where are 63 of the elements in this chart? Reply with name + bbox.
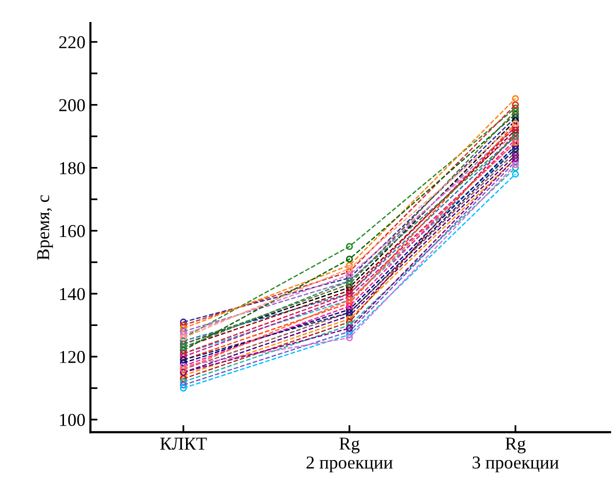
- point: [346, 322, 353, 329]
- point: [346, 280, 353, 288]
- point: [346, 328, 353, 335]
- point: [346, 306, 353, 313]
- point: [346, 268, 353, 276]
- point: [180, 331, 187, 338]
- point: [346, 256, 353, 263]
- point: [512, 136, 519, 143]
- y-tick-label: 180: [60, 162, 85, 174]
- point: [180, 375, 187, 382]
- point: [346, 315, 353, 322]
- point: [180, 359, 187, 366]
- point: [512, 170, 519, 178]
- point: [180, 346, 187, 354]
- y-axis-title: Время, с: [37, 195, 53, 260]
- point: [346, 262, 353, 269]
- point: [512, 148, 519, 156]
- point: [512, 95, 519, 102]
- point: [346, 287, 353, 294]
- point: [346, 318, 353, 326]
- point: [346, 243, 353, 250]
- point: [180, 337, 187, 344]
- y-tick-label: 100: [60, 414, 85, 426]
- point: [512, 152, 519, 159]
- point: [512, 104, 519, 112]
- point: [512, 158, 519, 165]
- point: [346, 302, 353, 310]
- point: [180, 324, 187, 332]
- point: [180, 318, 187, 326]
- y-tick-label: 140: [60, 288, 85, 300]
- y-tick-label: 160: [60, 225, 85, 238]
- point: [512, 110, 519, 118]
- y-tick-label: 200: [59, 99, 85, 112]
- point: [512, 117, 519, 124]
- point: [346, 274, 353, 282]
- point: [180, 353, 187, 360]
- point: [512, 142, 519, 150]
- point: [512, 108, 519, 115]
- point: [180, 378, 187, 386]
- point: [512, 114, 519, 121]
- point: [512, 101, 519, 108]
- point: [346, 300, 353, 307]
- point: [346, 271, 353, 278]
- x-tick-label: Rg 2 проекции: [306, 438, 393, 472]
- x-tick-label: Rg 3 проекции: [472, 438, 559, 472]
- point: [346, 331, 353, 338]
- point: [346, 265, 353, 272]
- point: [180, 382, 187, 388]
- point: [180, 372, 187, 379]
- point: [346, 334, 353, 342]
- x-tick-label: КЛКТ: [160, 438, 207, 450]
- point: [512, 161, 519, 168]
- point: [346, 293, 353, 300]
- point: [180, 328, 187, 335]
- y-tick-label: 220: [59, 36, 85, 48]
- point: [180, 384, 187, 392]
- point: [346, 324, 353, 332]
- point: [512, 164, 519, 172]
- y-tick-label: 120: [60, 350, 85, 364]
- point: [180, 322, 187, 329]
- point: [512, 126, 519, 134]
- point: [346, 312, 353, 320]
- point: [346, 284, 353, 291]
